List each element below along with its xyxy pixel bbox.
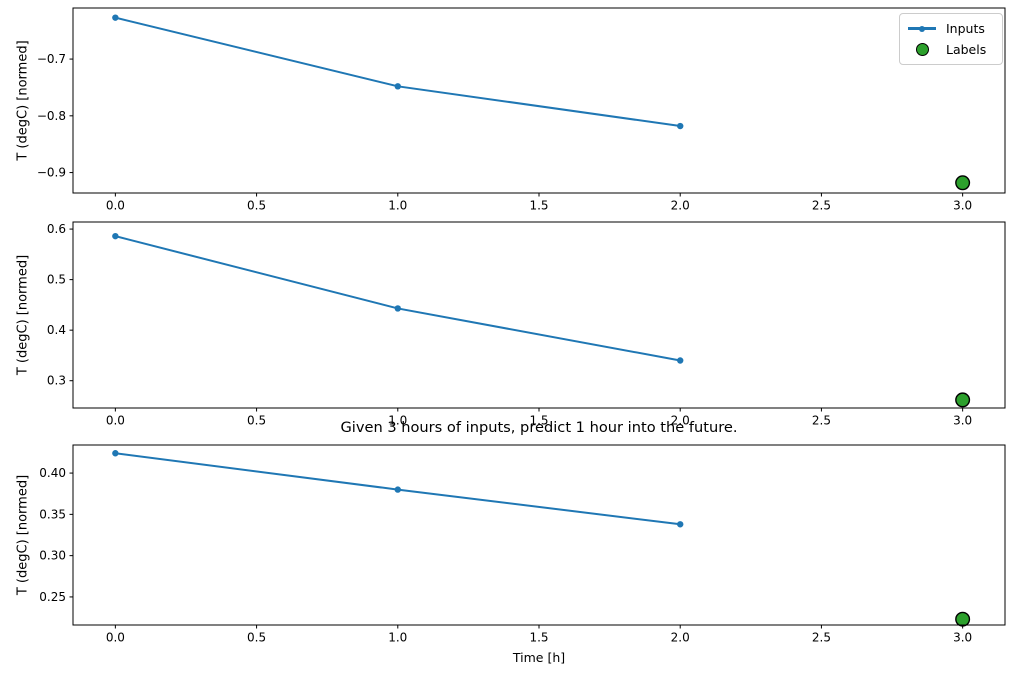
legend-item-inputs: Inputs — [908, 18, 994, 39]
axes-background — [73, 222, 1005, 408]
y-tick-label: −0.7 — [37, 52, 66, 66]
input-point — [394, 83, 401, 90]
x-tick-label: 2.5 — [812, 199, 831, 213]
axes-background — [73, 445, 1005, 625]
x-tick-label: 1.5 — [529, 414, 548, 428]
input-point — [677, 521, 684, 528]
x-tick-label: 3.0 — [953, 414, 972, 428]
axes-spines — [72, 444, 1006, 626]
y-tick-label: 0.35 — [39, 507, 66, 521]
x-tick-label: 1.0 — [388, 414, 407, 428]
subplot-2: 0.0 0.5 1.0 1.5 2.0 2.5 3.0 0.6 0.5 0.4 0.3 T (degC… — [16, 221, 1006, 428]
x-tick-label: 1.5 — [529, 199, 548, 213]
legend: Inputs Labels — [899, 13, 1003, 65]
subplot-3: 0.0 0.5 1.0 1.5 2.0 2.5 3.0 0.40 0.35 0.30 0.25 T (… — [16, 444, 1006, 645]
x-tick-label: 0.5 — [247, 199, 266, 213]
axes-background — [73, 8, 1005, 193]
legend-label-inputs: Inputs — [946, 21, 985, 36]
x-axis-label: Time [h] — [512, 650, 566, 665]
input-point — [677, 357, 684, 364]
y-tick-label: −0.9 — [37, 166, 66, 180]
y-tick-label: 0.40 — [39, 466, 66, 480]
x-tick-label: 2.5 — [812, 414, 831, 428]
x-tick-label: 3.0 — [953, 631, 972, 645]
x-tick-label: 2.0 — [671, 414, 690, 428]
y-axis-label: T (degC) [normed] — [16, 475, 31, 596]
chart-title: Given 3 hours of inputs, predict 1 hour … — [340, 419, 738, 436]
x-tick-label: 0.0 — [106, 199, 125, 213]
y-tick-label: −0.8 — [37, 109, 66, 123]
input-point — [112, 232, 119, 240]
x-tick-label: 1.0 — [388, 631, 407, 645]
y-tick-label: 0.4 — [47, 323, 66, 337]
y-tick-label: 0.3 — [47, 374, 66, 388]
y-tick-label: 0.30 — [39, 549, 66, 563]
x-tick-label: 0.5 — [247, 631, 266, 645]
inputs-line-icon — [908, 25, 936, 32]
x-tick-label: 2.5 — [812, 631, 831, 645]
x-tick-label: 3.0 — [953, 199, 972, 213]
y-tick-label: 0.6 — [47, 222, 66, 236]
x-tick-label: 0.5 — [247, 414, 266, 428]
label-point — [955, 175, 971, 191]
y-axis-label: T (degC) [normed] — [16, 255, 31, 376]
x-tick-label: 1.0 — [388, 199, 407, 213]
label-point — [955, 392, 971, 408]
inputs-line-sample — [908, 22, 936, 36]
y-tick-label: 0.5 — [47, 273, 66, 287]
label-point — [955, 611, 971, 627]
input-point — [394, 486, 401, 493]
x-tick-label: 2.0 — [671, 199, 690, 213]
x-tick-label: 2.0 — [671, 631, 690, 645]
x-tick-label: 0.0 — [106, 414, 125, 428]
x-tick-label: 0.0 — [106, 631, 125, 645]
y-axis-label: T (degC) [normed] — [16, 40, 31, 161]
labels-circle-icon — [915, 43, 929, 56]
inputs-dot-icon — [919, 25, 925, 32]
x-tick-label: 1.5 — [529, 631, 548, 645]
labels-marker-sample — [908, 43, 936, 57]
legend-label-labels: Labels — [946, 42, 987, 57]
subplot-1: 0.0 0.5 1.0 1.5 2.0 2.5 3.0 −0.7 −0.8 −0.9 T (degC… — [16, 7, 1006, 213]
y-tick-label: 0.25 — [39, 590, 66, 604]
input-point — [112, 450, 119, 457]
input-point — [112, 14, 119, 21]
legend-item-labels: Labels — [908, 39, 994, 60]
axes-spines — [72, 7, 1006, 194]
input-point — [677, 122, 684, 130]
axes-spines — [72, 221, 1006, 409]
input-point — [394, 305, 401, 312]
